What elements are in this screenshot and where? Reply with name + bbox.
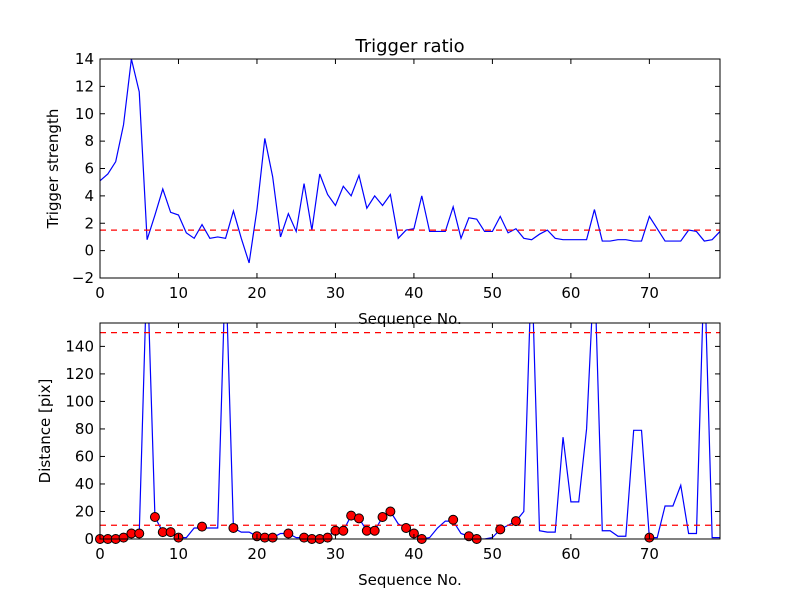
x-tick-label: 10 xyxy=(169,545,188,563)
axis-ticks: 0 10 20 30 40 50 60 70 0 20 40 60 80 100 120 140 xyxy=(65,323,720,563)
x-tick-label: 50 xyxy=(483,284,502,302)
x-tick-label: 20 xyxy=(247,284,266,302)
x-tick-label: 0 xyxy=(95,284,105,302)
x-tick-label: 40 xyxy=(404,284,423,302)
y-tick-label: 4 xyxy=(84,187,94,205)
y-tick-label: 2 xyxy=(84,214,94,232)
x-tick-label: 0 xyxy=(95,545,105,563)
data-point xyxy=(448,514,459,525)
x-axis-label: Sequence No. xyxy=(358,571,462,589)
y-tick-label: 60 xyxy=(75,447,94,465)
axes-frame xyxy=(99,322,721,540)
data-point xyxy=(118,532,129,543)
y-tick-label: 140 xyxy=(65,337,94,355)
data-point xyxy=(510,516,521,527)
y-tick-label: 0 xyxy=(84,530,94,548)
data-point xyxy=(353,513,364,524)
marker-layer xyxy=(95,506,655,544)
data-point xyxy=(322,532,333,543)
data-point xyxy=(149,511,160,522)
y-tick-label: 80 xyxy=(75,420,94,438)
x-tick-label: 60 xyxy=(561,284,580,302)
x-tick-label: 70 xyxy=(640,284,659,302)
y-tick-label: 40 xyxy=(75,475,94,493)
y-tick-label: 10 xyxy=(75,105,94,123)
x-tick-label: 20 xyxy=(247,545,266,563)
y-tick-label: 0 xyxy=(84,242,94,260)
data-point xyxy=(338,525,349,536)
data-point xyxy=(401,522,412,533)
chart-title: Trigger ratio xyxy=(354,36,464,57)
distance-panel: 0 10 20 30 40 50 60 70 0 20 40 60 80 100 120 140 Sequen… xyxy=(36,322,721,589)
y-tick-label: −2 xyxy=(72,269,94,287)
x-tick-label: 70 xyxy=(640,545,659,563)
data-point xyxy=(267,532,278,543)
data-point xyxy=(385,506,396,517)
x-tick-label: 40 xyxy=(404,545,423,563)
y-tick-label: 14 xyxy=(75,50,94,68)
y-axis-label: Distance [pix] xyxy=(36,379,54,484)
y-axis-label: Trigger strength xyxy=(44,109,62,230)
data-point xyxy=(495,524,506,535)
data-point xyxy=(197,521,208,532)
x-tick-label: 30 xyxy=(326,284,345,302)
y-tick-label: 20 xyxy=(75,502,94,520)
data-point xyxy=(134,528,145,539)
x-tick-label: 50 xyxy=(483,545,502,563)
y-tick-label: 6 xyxy=(84,160,94,178)
data-point xyxy=(228,522,239,533)
data-point xyxy=(369,525,380,536)
plot-area xyxy=(100,59,720,264)
x-tick-label: 60 xyxy=(561,545,580,563)
y-tick-label: 100 xyxy=(65,392,94,410)
data-point xyxy=(283,528,294,539)
x-tick-label: 10 xyxy=(169,284,188,302)
y-tick-label: 8 xyxy=(84,132,94,150)
x-tick-label: 30 xyxy=(326,545,345,563)
x-axis-label: Sequence No. xyxy=(358,310,462,328)
series-line xyxy=(100,59,720,264)
y-tick-label: 120 xyxy=(65,365,94,383)
data-point xyxy=(165,527,176,538)
y-tick-label: 12 xyxy=(75,77,94,95)
data-point xyxy=(377,511,388,522)
